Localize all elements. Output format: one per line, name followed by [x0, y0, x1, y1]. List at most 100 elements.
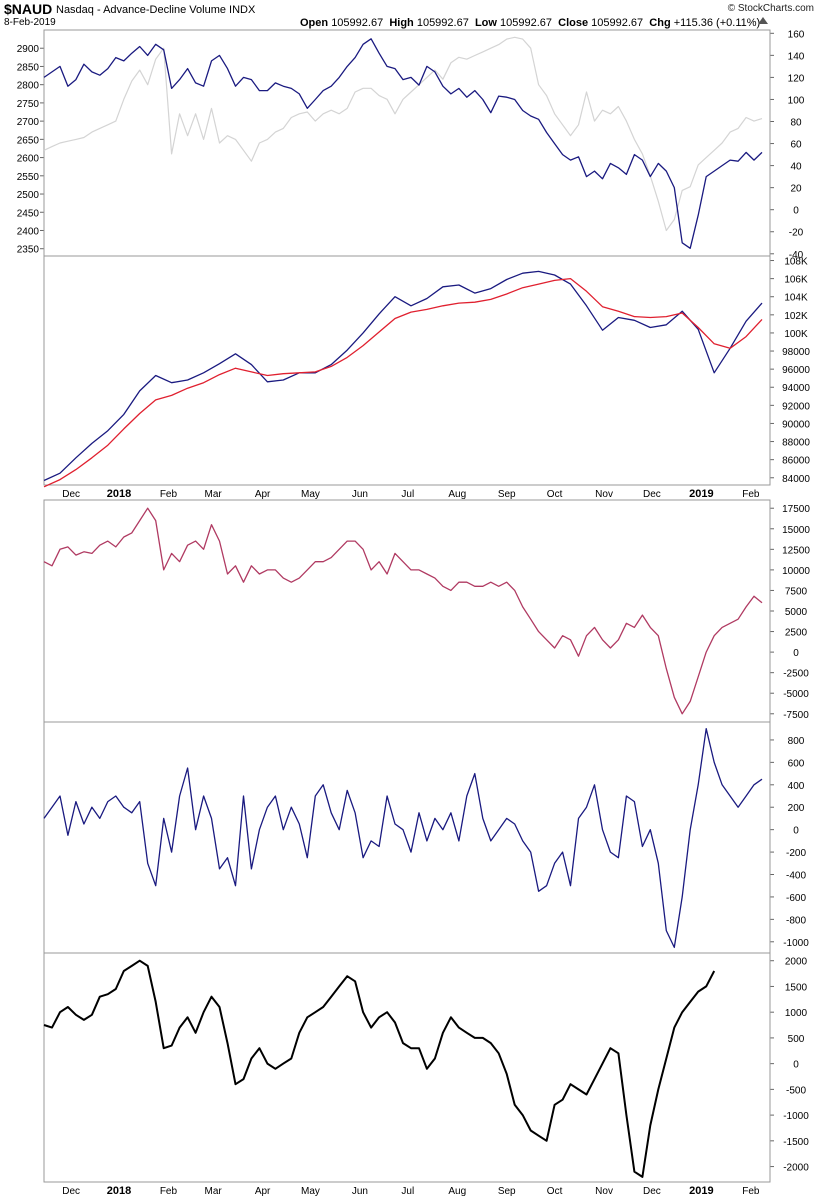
x-tick-label: Nov	[595, 489, 613, 500]
x-tick-label: Jun	[352, 1186, 368, 1197]
right-tick-label: 140	[788, 51, 805, 62]
right-tick-label: 90000	[782, 419, 810, 430]
right-tick-label: 40	[790, 162, 802, 173]
right-tick-label: 84000	[782, 474, 810, 485]
series-line-summation	[43, 959, 716, 1178]
series-line--naud	[43, 38, 763, 249]
collapse-triangle-icon[interactable]	[758, 17, 768, 24]
right-tick-label: 60	[790, 140, 802, 151]
x-tick-label: Sep	[498, 1186, 516, 1197]
x-tick-label: Aug	[448, 489, 466, 500]
series-line--spx	[43, 36, 763, 232]
panel-frame	[43, 29, 771, 257]
right-tick-label: 500	[788, 1034, 805, 1045]
left-tick-label: 2900	[17, 44, 40, 55]
right-tick-label: -500	[786, 1085, 806, 1096]
high-label: High	[389, 17, 414, 29]
low-value: 105992.67	[500, 17, 553, 29]
x-tick-label: Feb	[742, 489, 760, 500]
x-tick-label: Jun	[352, 489, 368, 500]
close-value: 105992.67	[591, 17, 644, 29]
right-tick-label: 102K	[784, 311, 808, 322]
right-tick-label: 17500	[782, 504, 810, 515]
panel-frame	[43, 721, 771, 954]
panel-frame	[43, 952, 771, 1183]
symbol-description: Nasdaq - Advance-Decline Volume INDX	[56, 4, 256, 16]
right-tick-label: 106K	[784, 275, 808, 286]
x-tick-label: Apr	[255, 1186, 271, 1197]
right-tick-label: -20	[789, 228, 804, 239]
left-tick-label: 2700	[17, 117, 40, 128]
open-value: 105992.67	[331, 17, 384, 29]
left-tick-label: 2850	[17, 62, 40, 73]
x-tick-label: May	[301, 489, 320, 500]
open-label: Open	[300, 17, 329, 29]
x-tick-label: 2018	[107, 488, 131, 500]
series-line--naud-cumulative	[43, 270, 763, 482]
right-tick-label: 2500	[785, 628, 808, 639]
right-tick-label: 88000	[782, 438, 810, 449]
x-tick-label: Sep	[498, 489, 516, 500]
right-tick-label: -200	[786, 848, 806, 859]
x-tick-label: May	[301, 1186, 320, 1197]
series-line-oscillator	[43, 507, 763, 715]
right-tick-label: 7500	[785, 586, 808, 597]
right-tick-label: 12500	[782, 545, 810, 556]
right-tick-label: 200	[788, 803, 805, 814]
left-tick-label: 2650	[17, 135, 40, 146]
panel-frame	[43, 499, 771, 723]
right-tick-label: -7500	[783, 710, 809, 721]
high-value: 105992.67	[416, 17, 469, 29]
ohlc-readout: Open 105992.67 High 105992.67 Low 105992…	[300, 17, 760, 29]
x-tick-label: Dec	[643, 489, 661, 500]
symbol-title: $NAUD	[4, 1, 53, 17]
right-tick-label: -40	[789, 250, 804, 261]
left-tick-label: 2600	[17, 154, 40, 165]
x-tick-label: Feb	[742, 1186, 760, 1197]
right-tick-label: 98000	[782, 347, 810, 358]
right-tick-label: -1000	[783, 938, 809, 949]
series-line-moving-average	[43, 277, 763, 488]
right-tick-label: -600	[786, 893, 806, 904]
x-tick-label: Nov	[595, 1186, 613, 1197]
left-tick-label: 2500	[17, 190, 40, 201]
left-tick-label: 2350	[17, 245, 40, 256]
right-tick-label: 15000	[782, 525, 810, 536]
right-tick-label: -400	[786, 871, 806, 882]
right-tick-label: 0	[793, 206, 799, 217]
series-line--naud	[43, 728, 763, 949]
x-tick-label: Apr	[255, 489, 271, 500]
chg-label: Chg	[649, 17, 671, 29]
x-tick-label: Aug	[448, 1186, 466, 1197]
x-tick-label: Feb	[160, 1186, 178, 1197]
right-tick-label: 100K	[784, 329, 808, 340]
right-tick-label: 20	[790, 184, 802, 195]
x-tick-label: Mar	[205, 489, 223, 500]
x-tick-label: Jul	[401, 489, 414, 500]
low-label: Low	[474, 17, 497, 29]
x-tick-label: Oct	[547, 1186, 563, 1197]
copyright: © StockCharts.com	[727, 3, 814, 14]
panel-frame	[43, 255, 771, 486]
x-tick-label: Feb	[160, 489, 178, 500]
close-label: Close	[558, 17, 589, 29]
right-tick-label: 2000	[785, 957, 808, 968]
right-tick-label: -1500	[783, 1137, 809, 1148]
right-tick-label: 0	[793, 1060, 799, 1071]
right-tick-label: 800	[788, 736, 805, 747]
right-tick-label: 400	[788, 781, 805, 792]
right-tick-label: 0	[793, 648, 799, 659]
chg-value: +115.36 (+0.11%)	[673, 17, 761, 29]
right-tick-label: 160	[788, 29, 805, 40]
right-tick-label: -2000	[783, 1163, 809, 1174]
right-tick-label: 80	[790, 118, 802, 129]
right-tick-label: 10000	[782, 566, 810, 577]
right-tick-label: 100	[788, 95, 805, 106]
x-tick-label: Dec	[643, 1186, 661, 1197]
right-tick-label: 1500	[785, 982, 808, 993]
right-tick-label: 108K	[784, 257, 808, 268]
left-tick-label: 2550	[17, 172, 40, 183]
x-tick-label: Mar	[205, 1186, 223, 1197]
x-tick-label: Dec	[62, 1186, 80, 1197]
